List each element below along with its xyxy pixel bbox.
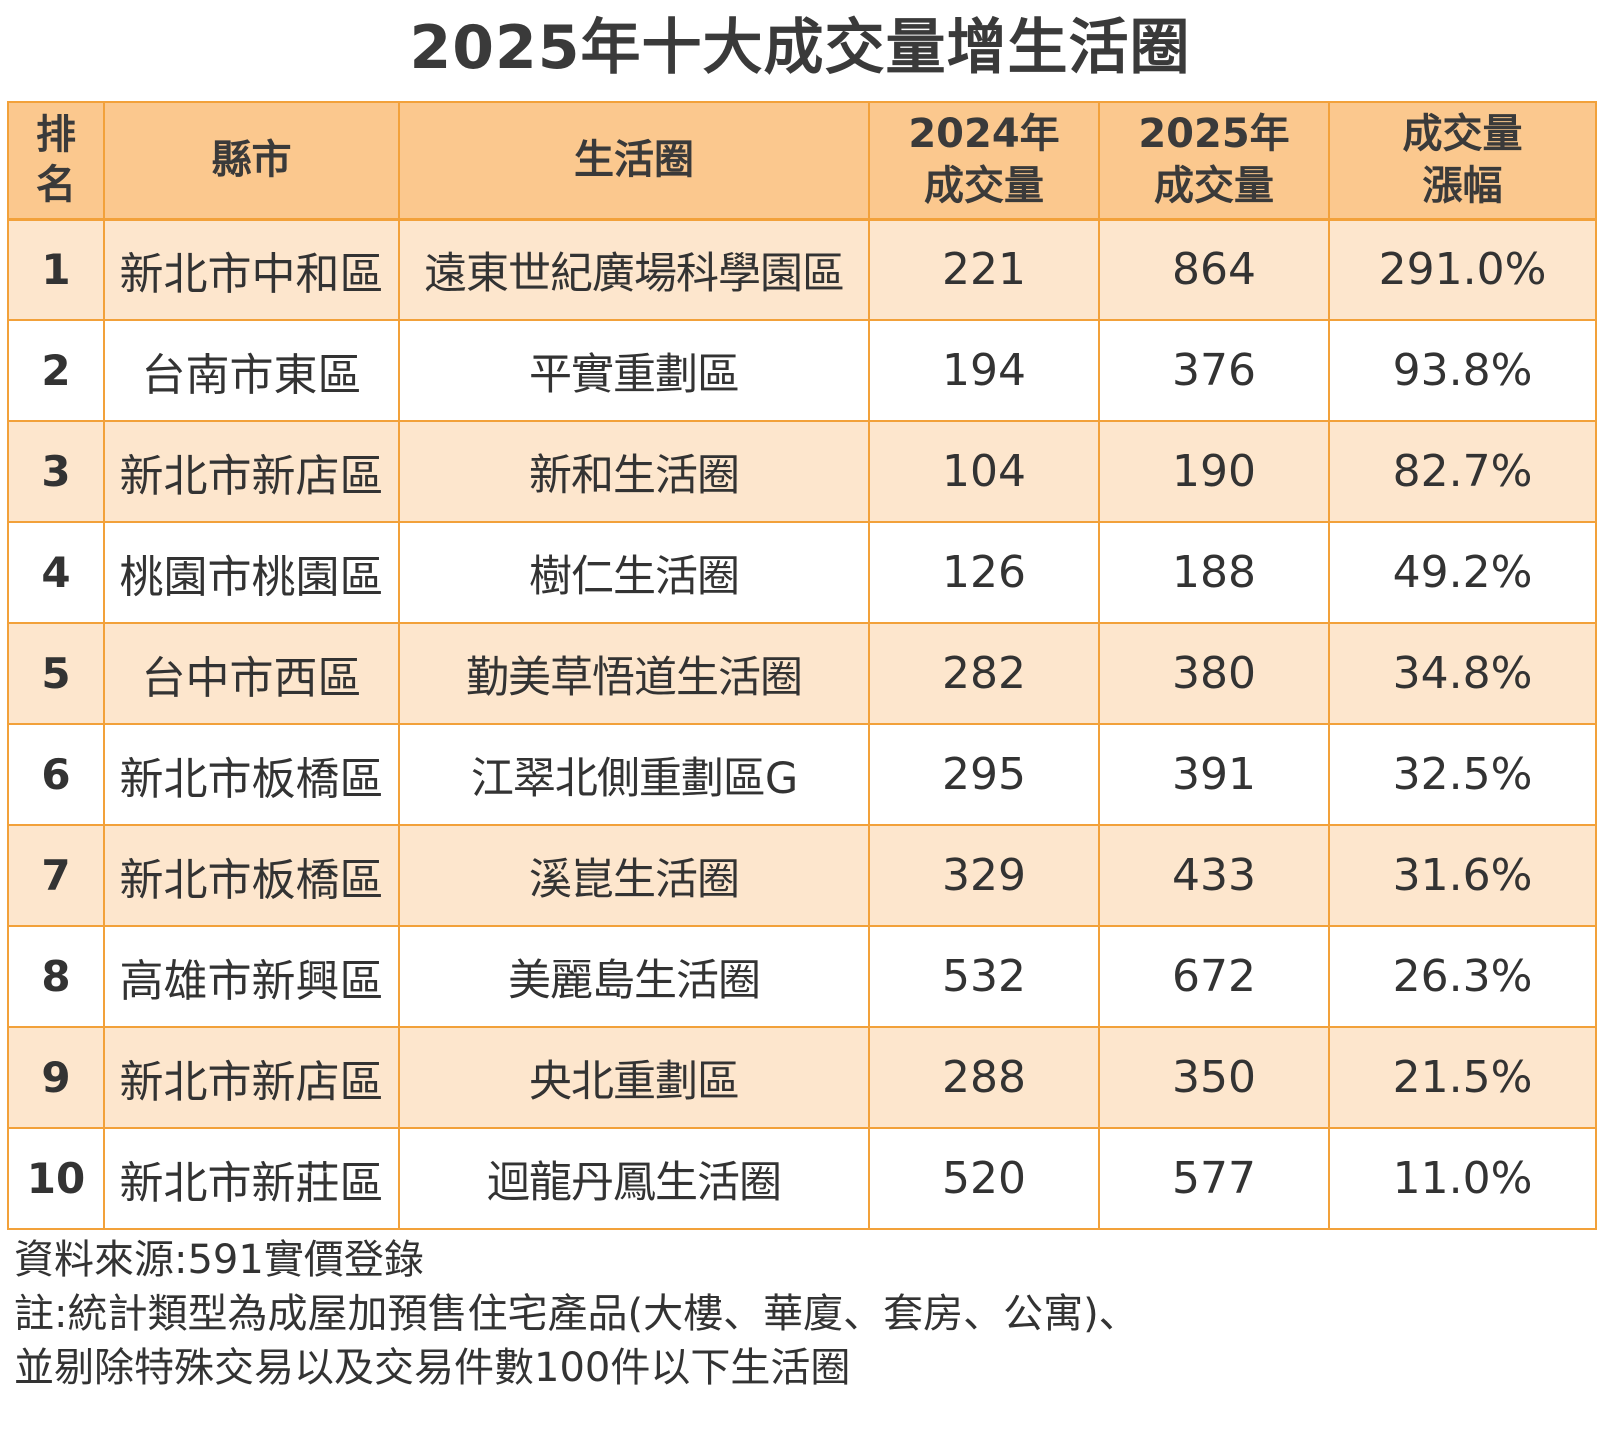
table-row: 1 新北市中和區 遠東世紀廣場科學園區 221 864 291.0% <box>7 218 1597 321</box>
chart-title: 2025年十大成交量增生活圈 <box>409 13 1191 83</box>
header-row: 排 名 縣市 生活圈 2024年 成交量 2025年 成交量 成交量 漲幅 <box>7 101 1597 220</box>
table-row: 7 新北市板橋區 溪崑生活圈 329 433 31.6% <box>7 824 1597 927</box>
cell-2025-volume: 376 <box>1098 319 1330 422</box>
cell-rank: 9 <box>7 1026 105 1129</box>
cell-city: 新北市新店區 <box>103 420 400 523</box>
ranking-table: 排 名 縣市 生活圈 2024年 成交量 2025年 成交量 成交量 漲幅 <box>7 101 1597 1230</box>
cell-growth: 21.5% <box>1328 1026 1597 1129</box>
cell-2024-volume: 282 <box>868 622 1100 725</box>
cell-circle: 迴龍丹鳳生活圈 <box>398 1127 870 1230</box>
header-circle: 生活圈 <box>398 101 870 220</box>
cell-2024-volume: 520 <box>868 1127 1100 1230</box>
header-2024-line2: 成交量 <box>924 163 1044 210</box>
header-2025-line2: 成交量 <box>1154 163 1274 210</box>
cell-2025-volume: 380 <box>1098 622 1330 725</box>
cell-circle: 樹仁生活圈 <box>398 521 870 624</box>
cell-2025-volume: 391 <box>1098 723 1330 826</box>
cell-2024-volume: 194 <box>868 319 1100 422</box>
header-growth-line1: 成交量 <box>1402 111 1523 158</box>
cell-growth: 49.2% <box>1328 521 1597 624</box>
cell-2025-volume: 190 <box>1098 420 1330 523</box>
cell-rank: 8 <box>7 925 105 1028</box>
cell-2025-volume: 188 <box>1098 521 1330 624</box>
table-row: 6 新北市板橋區 江翠北側重劃區G 295 391 32.5% <box>7 723 1597 826</box>
table-row: 4 桃園市桃園區 樹仁生活圈 126 188 49.2% <box>7 521 1597 624</box>
method-note-line1: 註:統計類型為成屋加預售住宅產品(大樓、華廈、套房、公寓)、 <box>14 1291 1139 1337</box>
cell-growth: 82.7% <box>1328 420 1597 523</box>
cell-rank: 6 <box>7 723 105 826</box>
cell-city: 新北市板橋區 <box>103 824 400 927</box>
cell-circle: 江翠北側重劃區G <box>398 723 870 826</box>
cell-2025-volume: 672 <box>1098 925 1330 1028</box>
cell-growth: 11.0% <box>1328 1127 1597 1230</box>
header-city-line1: 縣市 <box>211 137 292 184</box>
header-rank: 排 名 <box>7 101 105 220</box>
header-growth: 成交量 漲幅 <box>1328 101 1597 220</box>
cell-city: 桃園市桃園區 <box>103 521 400 624</box>
cell-city: 新北市板橋區 <box>103 723 400 826</box>
table-row: 9 新北市新店區 央北重劃區 288 350 21.5% <box>7 1026 1597 1129</box>
header-circle-line1: 生活圈 <box>574 137 694 184</box>
cell-city: 新北市新莊區 <box>103 1127 400 1230</box>
cell-rank: 2 <box>7 319 105 422</box>
cell-growth: 32.5% <box>1328 723 1597 826</box>
cell-circle: 溪崑生活圈 <box>398 824 870 927</box>
cell-rank: 4 <box>7 521 105 624</box>
cell-2025-volume: 350 <box>1098 1026 1330 1129</box>
cell-city: 台中市西區 <box>103 622 400 725</box>
cell-growth: 291.0% <box>1328 218 1597 321</box>
table-body: 1 新北市中和區 遠東世紀廣場科學園區 221 864 291.0% 2 台南市… <box>7 218 1597 1230</box>
cell-circle: 央北重劃區 <box>398 1026 870 1129</box>
header-2024-line1: 2024年 <box>908 111 1060 158</box>
cell-2024-volume: 104 <box>868 420 1100 523</box>
method-note-line2: 並剔除特殊交易以及交易件數100件以下生活圈 <box>14 1345 851 1391</box>
cell-circle: 平實重劃區 <box>398 319 870 422</box>
footnotes: 資料來源:591實價登錄 註:統計類型為成屋加預售住宅產品(大樓、華廈、套房、公… <box>14 1233 1574 1395</box>
cell-circle: 美麗島生活圈 <box>398 925 870 1028</box>
cell-2025-volume: 864 <box>1098 218 1330 321</box>
cell-city: 新北市中和區 <box>103 218 400 321</box>
header-city: 縣市 <box>103 101 400 220</box>
header-rank-line1: 排 <box>36 112 76 159</box>
table-row: 2 台南市東區 平實重劃區 194 376 93.8% <box>7 319 1597 422</box>
cell-rank: 10 <box>7 1127 105 1230</box>
cell-2025-volume: 433 <box>1098 824 1330 927</box>
cell-rank: 7 <box>7 824 105 927</box>
source-note: 資料來源:591實價登錄 <box>14 1237 424 1283</box>
header-2025-line1: 2025年 <box>1138 111 1290 158</box>
table-row: 3 新北市新店區 新和生活圈 104 190 82.7% <box>7 420 1597 523</box>
cell-growth: 34.8% <box>1328 622 1597 725</box>
cell-rank: 1 <box>7 218 105 321</box>
header-growth-line2: 漲幅 <box>1422 163 1503 210</box>
cell-2024-volume: 295 <box>868 723 1100 826</box>
cell-city: 高雄市新興區 <box>103 925 400 1028</box>
cell-circle: 勤美草悟道生活圈 <box>398 622 870 725</box>
cell-city: 新北市新店區 <box>103 1026 400 1129</box>
cell-growth: 26.3% <box>1328 925 1597 1028</box>
cell-2024-volume: 221 <box>868 218 1100 321</box>
cell-growth: 93.8% <box>1328 319 1597 422</box>
cell-rank: 5 <box>7 622 105 725</box>
cell-circle: 新和生活圈 <box>398 420 870 523</box>
table-row: 8 高雄市新興區 美麗島生活圈 532 672 26.3% <box>7 925 1597 1028</box>
cell-2024-volume: 288 <box>868 1026 1100 1129</box>
cell-2024-volume: 329 <box>868 824 1100 927</box>
cell-2024-volume: 126 <box>868 521 1100 624</box>
cell-rank: 3 <box>7 420 105 523</box>
header-rank-line2: 名 <box>36 162 76 209</box>
cell-2025-volume: 577 <box>1098 1127 1330 1230</box>
cell-circle: 遠東世紀廣場科學園區 <box>398 218 870 321</box>
cell-2024-volume: 532 <box>868 925 1100 1028</box>
header-2024-volume: 2024年 成交量 <box>868 101 1100 220</box>
header-2025-volume: 2025年 成交量 <box>1098 101 1330 220</box>
cell-city: 台南市東區 <box>103 319 400 422</box>
table-row: 5 台中市西區 勤美草悟道生活圈 282 380 34.8% <box>7 622 1597 725</box>
table-row: 10 新北市新莊區 迴龍丹鳳生活圈 520 577 11.0% <box>7 1127 1597 1230</box>
cell-growth: 31.6% <box>1328 824 1597 927</box>
